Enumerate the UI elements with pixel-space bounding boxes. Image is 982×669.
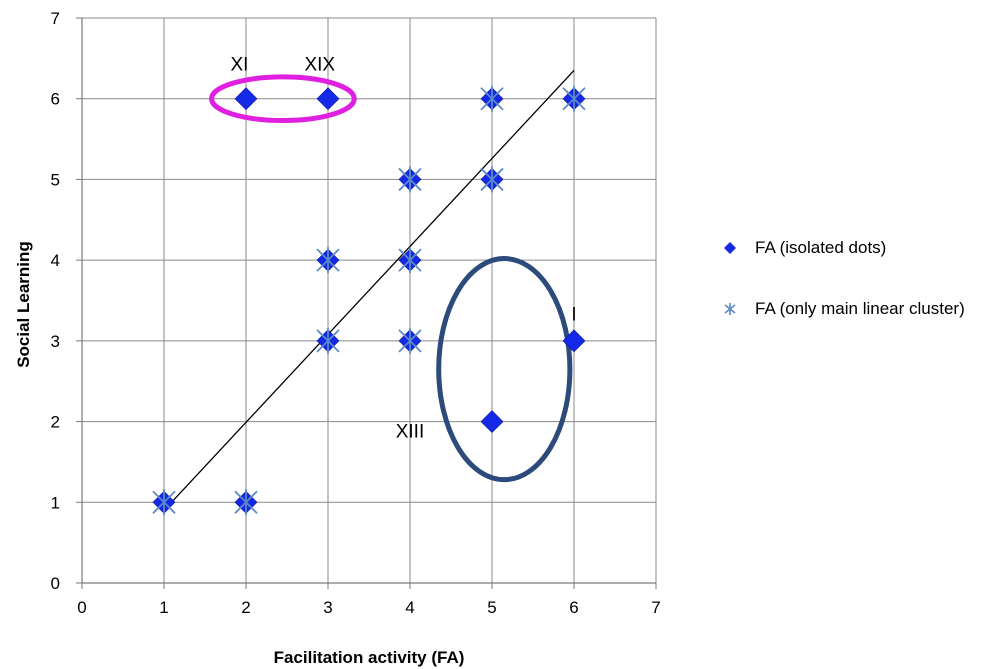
- legend-item-cluster: FA (only main linear cluster): [722, 297, 972, 320]
- y-axis: 0 1 2 3 4 5 6 7: [51, 9, 83, 593]
- x-tick-label: 2: [241, 598, 250, 617]
- asterisk-point: [316, 327, 340, 354]
- asterisk-point: [562, 85, 586, 112]
- y-tick-label: 6: [51, 90, 60, 109]
- y-tick-label: 1: [51, 493, 60, 512]
- asterisk-point: [316, 247, 340, 274]
- x-tick-label: 4: [405, 598, 414, 617]
- asterisk-point: [480, 166, 504, 193]
- x-axis-title: Facilitation activity (FA): [274, 648, 465, 667]
- annotation-label: XIII: [396, 422, 425, 443]
- x-tick-label: 5: [487, 598, 496, 617]
- asterisk-point: [152, 489, 176, 516]
- x-tick-label: 3: [323, 598, 332, 617]
- y-tick-label: 5: [51, 170, 60, 189]
- asterisk-point: [480, 85, 504, 112]
- y-tick-label: 0: [51, 574, 60, 593]
- asterisk-point: [398, 327, 422, 354]
- y-tick-label: 4: [51, 251, 60, 270]
- trend-line: [163, 70, 575, 511]
- x-tick-label: 0: [77, 598, 86, 617]
- data-points: [152, 85, 586, 516]
- asterisk-point: [398, 166, 422, 193]
- diamond-point: [234, 87, 258, 111]
- annotation-label: XIX: [304, 54, 335, 75]
- highlight-ellipses: [209, 74, 573, 483]
- gridlines: [81, 17, 657, 584]
- x-tick-label: 7: [651, 598, 660, 617]
- asterisk-icon: [724, 303, 736, 315]
- highlight-ellipse: [436, 256, 573, 483]
- annotation-label: XI: [230, 54, 248, 75]
- trendline: [163, 70, 575, 511]
- highlight-ellipse: [209, 74, 357, 124]
- y-axis-title: Social Learning: [14, 241, 33, 368]
- asterisk-point: [398, 247, 422, 274]
- diamond-point: [316, 87, 340, 111]
- x-axis: 0 1 2 3 4 5 6 7: [77, 582, 661, 617]
- diamond-point: [480, 410, 504, 433]
- x-tick-label: 6: [569, 598, 578, 617]
- legend: FA (isolated dots) FA (only main linear …: [722, 236, 972, 358]
- x-tick-label: 1: [159, 598, 168, 617]
- y-tick-label: 3: [51, 332, 60, 351]
- y-tick-label: 7: [51, 9, 60, 28]
- y-tick-label: 2: [51, 413, 60, 432]
- asterisk-point: [234, 489, 258, 516]
- annotation-label: I: [571, 305, 576, 326]
- diamond-point: [562, 329, 586, 353]
- legend-item-isolated: FA (isolated dots): [722, 236, 972, 259]
- diamond-icon: [724, 242, 736, 254]
- legend-label-isolated: FA (isolated dots): [755, 238, 887, 257]
- legend-label-cluster: FA (only main linear cluster): [755, 299, 965, 318]
